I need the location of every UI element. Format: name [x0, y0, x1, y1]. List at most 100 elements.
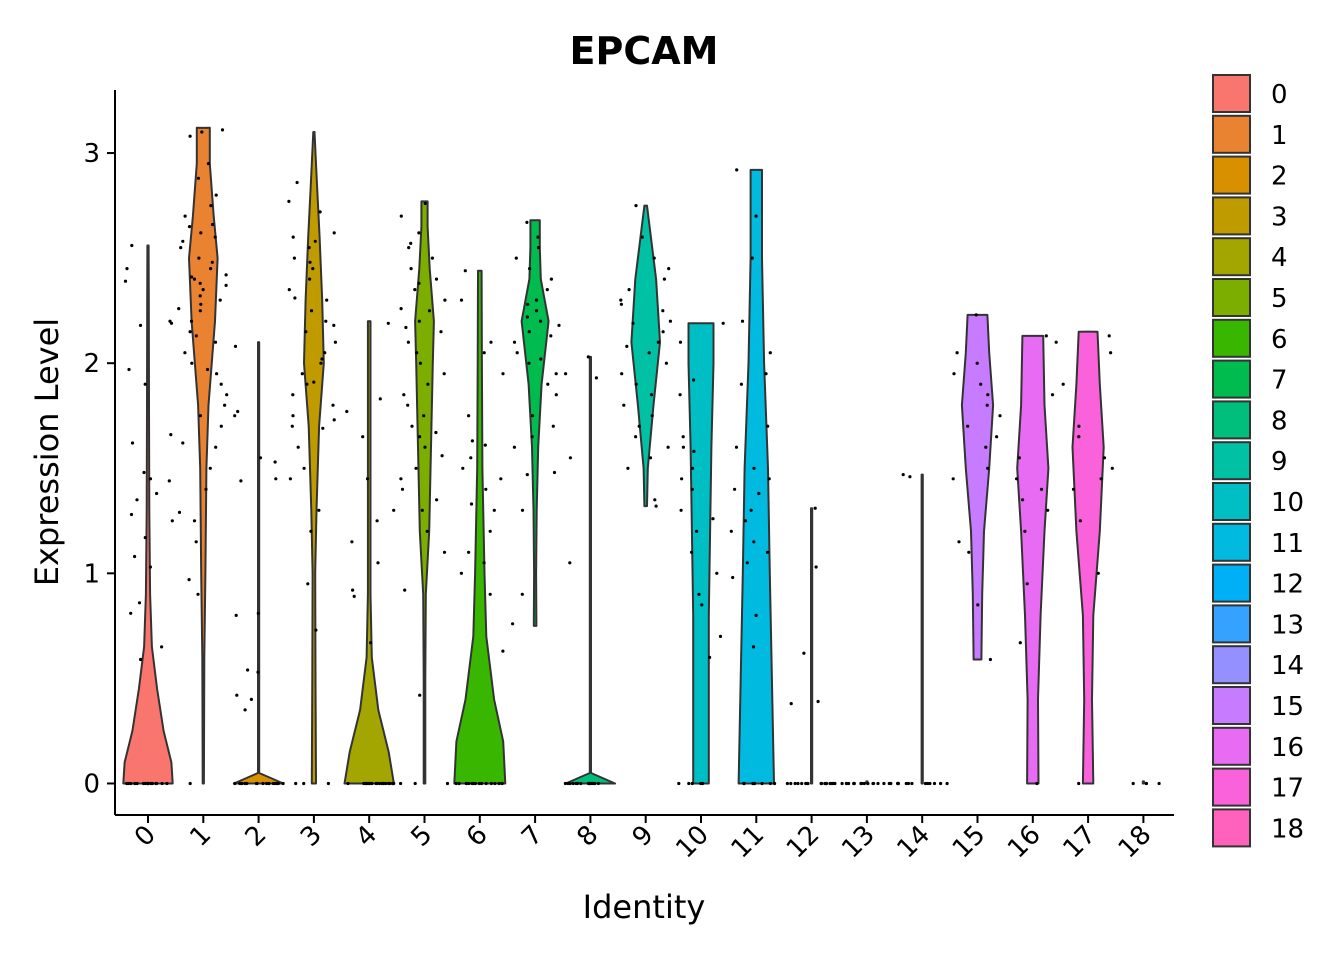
point-7	[539, 319, 543, 323]
point-7	[525, 473, 529, 477]
point-9	[650, 414, 654, 418]
point-10	[678, 393, 682, 397]
point-6	[484, 487, 488, 491]
point-2	[236, 409, 240, 414]
point-1	[206, 367, 210, 372]
point-7	[515, 351, 519, 355]
point-9	[619, 302, 624, 306]
point-16	[1017, 456, 1021, 460]
point-15	[967, 550, 971, 554]
point-10	[708, 655, 712, 660]
point-11	[767, 477, 771, 481]
legend-swatch-12	[1212, 563, 1251, 603]
point-1	[200, 130, 204, 134]
point-1	[183, 214, 187, 218]
point-7	[536, 246, 541, 250]
point-8	[593, 781, 597, 786]
point-6	[469, 456, 473, 460]
point-1	[183, 351, 187, 355]
legend-swatch-15	[1212, 686, 1251, 725]
legend-label-16: 16	[1271, 733, 1304, 763]
legend-label-4: 4	[1271, 243, 1288, 273]
point-2	[246, 668, 250, 672]
point-1	[223, 403, 227, 407]
point-6	[459, 298, 464, 302]
point-5	[399, 477, 403, 481]
point-6	[467, 781, 471, 786]
point-17	[1077, 424, 1081, 428]
point-5	[420, 508, 424, 512]
point-7	[554, 372, 558, 376]
point-6	[480, 781, 484, 786]
point-7	[525, 220, 529, 224]
point-1	[208, 466, 212, 470]
point-0	[145, 781, 149, 786]
point-7	[536, 235, 540, 239]
point-17	[1077, 781, 1081, 786]
legend-label-3: 3	[1271, 202, 1288, 232]
point-1	[209, 267, 213, 271]
point-5	[409, 267, 413, 271]
point-11	[757, 491, 761, 496]
point-5	[445, 781, 450, 786]
point-10	[677, 781, 681, 786]
point-14	[926, 781, 930, 786]
point-1	[206, 162, 210, 166]
legend-label-0: 0	[1271, 80, 1288, 110]
points-layer	[123, 128, 1161, 786]
point-15	[966, 424, 970, 428]
point-1	[197, 256, 201, 260]
point-8	[594, 376, 599, 380]
point-16	[1050, 393, 1055, 397]
point-8	[588, 781, 592, 786]
point-16	[1046, 508, 1050, 512]
violin-0	[122, 244, 174, 785]
chart-title: EPCAM	[570, 29, 719, 73]
point-1	[214, 193, 218, 197]
point-6	[483, 443, 487, 447]
point-0	[142, 470, 146, 475]
legend-swatch-14	[1212, 645, 1251, 685]
point-13	[860, 781, 864, 786]
point-12	[796, 781, 800, 786]
point-3	[318, 210, 322, 214]
point-5	[439, 330, 443, 334]
point-5	[407, 246, 411, 250]
point-5	[402, 393, 406, 397]
point-3	[308, 260, 312, 264]
point-14	[932, 781, 937, 786]
point-5	[415, 351, 419, 355]
point-10	[718, 634, 723, 639]
point-11	[749, 508, 753, 512]
point-0	[123, 279, 128, 283]
point-0	[129, 611, 133, 615]
point-8	[579, 781, 583, 786]
point-11	[733, 487, 737, 491]
point-4	[386, 321, 390, 325]
point-8	[571, 781, 575, 786]
x-tick-label: 8	[571, 820, 604, 853]
point-9	[627, 288, 631, 292]
point-7	[512, 340, 517, 344]
point-0	[135, 781, 139, 786]
point-14	[923, 781, 928, 786]
violin-15	[960, 313, 995, 661]
point-9	[668, 319, 673, 323]
point-7	[527, 361, 531, 365]
point-6	[488, 529, 492, 533]
point-2	[234, 613, 238, 618]
point-11	[773, 781, 777, 786]
point-7	[512, 445, 517, 449]
point-5	[430, 256, 434, 260]
point-6	[463, 269, 467, 273]
point-1	[188, 134, 192, 138]
point-5	[434, 430, 438, 435]
point-11	[766, 424, 770, 428]
point-1	[177, 510, 182, 514]
point-1	[199, 302, 203, 306]
point-0	[127, 367, 131, 372]
point-1	[209, 204, 213, 208]
point-12	[800, 781, 804, 786]
point-2	[249, 697, 253, 702]
